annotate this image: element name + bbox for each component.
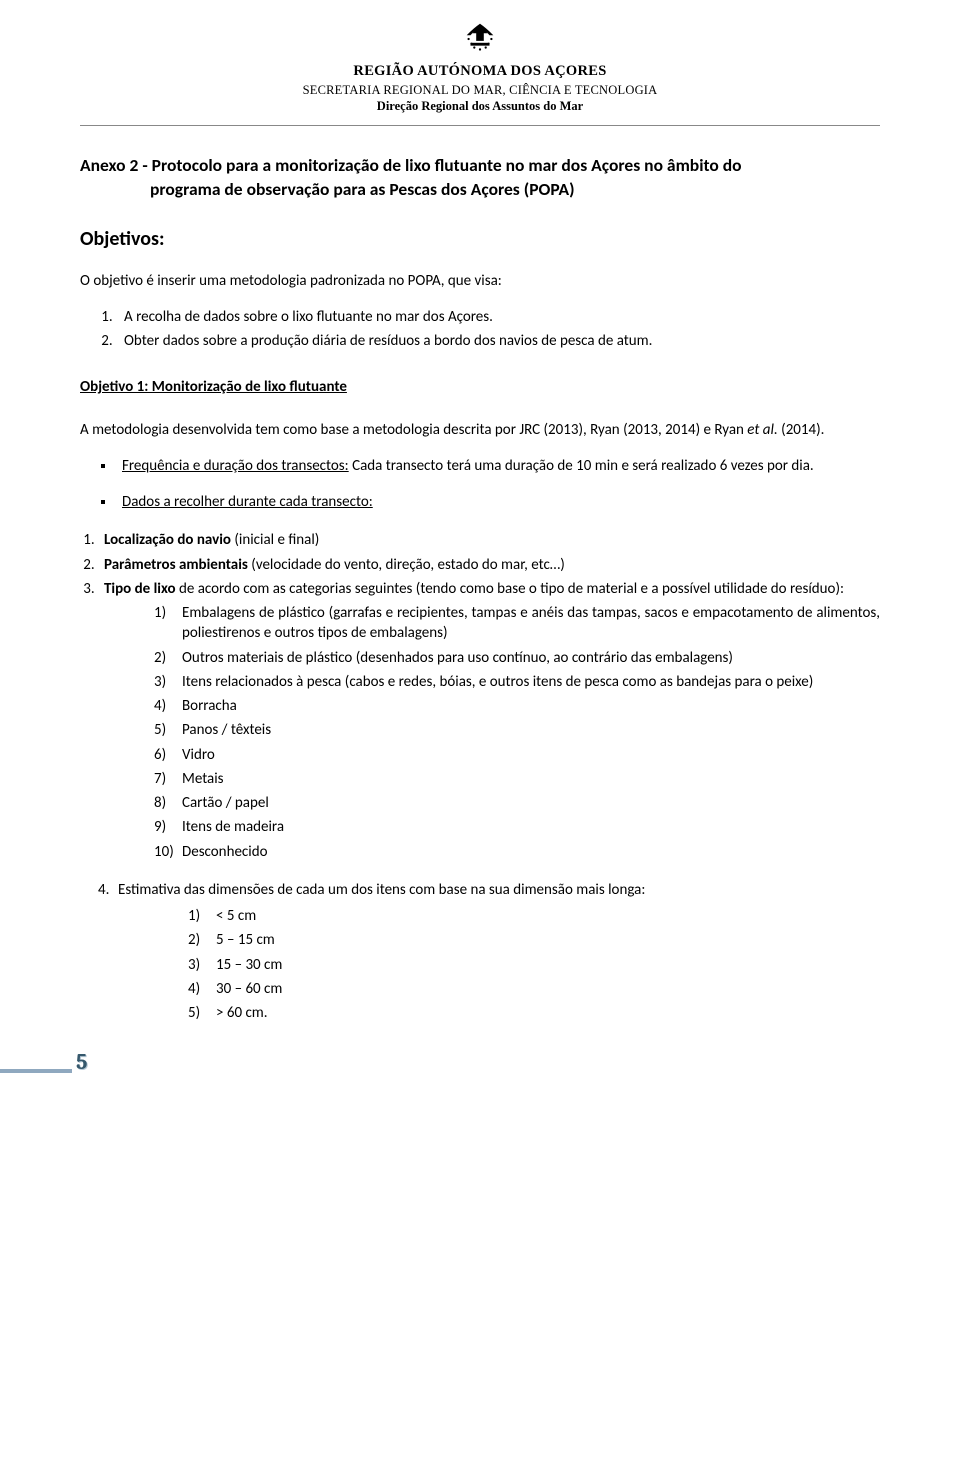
sublist-bold: Metais (182, 770, 224, 788)
dim-item: 2) 5 – 15 cm (188, 930, 880, 950)
header-region: REGIÃO AUTÓNOMA DOS AÇORES (80, 62, 880, 82)
obj1-text-pre: A metodologia desenvolvida tem como base… (80, 421, 747, 439)
obj1-text-post: (2014). (778, 421, 825, 439)
bullet-frequencia-text: Cada transecto terá uma duração de 10 mi… (349, 457, 814, 475)
tipo-lixo-sublist: 1)Embalagens de plástico (garrafas e rec… (154, 603, 880, 862)
dados-main-list: Localização do navio (inicial e final) P… (98, 530, 880, 862)
main-item-4: Estimativa das dimensões de cada um dos … (98, 880, 880, 1024)
bullet-list: Frequência e duração dos transectos: Cad… (116, 456, 880, 513)
sublist-item: 2) Outros materiais de plástico (desenhad… (154, 648, 880, 668)
title-line-1: Anexo 2 - Protocolo para a monitorização… (80, 154, 880, 178)
sublist-item: 3) Itens relacionados à pesca (cabos e re… (154, 672, 880, 692)
main-item-4-wrap: Estimativa das dimensões de cada um dos … (98, 880, 880, 1024)
main-item-4-text: Estimativa das dimensões de cada um dos … (118, 881, 645, 899)
objetivo-item-2: Obter dados sobre a produção diária de r… (116, 331, 880, 351)
sublist-num: 3) (154, 672, 166, 692)
footer-accent-bar (0, 1069, 72, 1073)
bullet-frequencia-label: Frequência e duração dos transectos: (122, 457, 349, 475)
objetivo-1-paragraph: A metodologia desenvolvida tem como base… (80, 420, 880, 440)
main-item-1-bold: Localização do navio (104, 531, 231, 549)
letterhead-header: REGIÃO AUTÓNOMA DOS AÇORES SECRETARIA RE… (80, 20, 880, 115)
sublist-num: 9) (154, 817, 166, 837)
main-item-1-rest: (inicial e final) (231, 531, 319, 549)
main-item-2-rest: (velocidade do vento, direção, estado do… (248, 556, 565, 574)
sublist-num: 10) (154, 842, 174, 862)
sublist-bold: Desconhecido (182, 843, 268, 861)
main-item-2-bold: Parâmetros ambientais (104, 556, 248, 574)
sublist-bold: Itens de madeira (182, 818, 284, 836)
dim-text: 5 – 15 cm (216, 931, 275, 949)
sublist-item: 8) Cartão / papel (154, 793, 880, 813)
main-item-3-bold: Tipo de lixo (104, 580, 176, 598)
sublist-item: 6) Vidro (154, 745, 880, 765)
objetivo-item-1: A recolha de dados sobre o lixo flutuant… (116, 307, 880, 327)
sublist-bold: Itens relacionados à pesca (182, 673, 341, 691)
sublist-bold: Vidro (182, 746, 215, 764)
sublist-num: 4) (154, 696, 166, 716)
objetivos-heading: Objetivos: (80, 226, 880, 253)
bullet-dados-label: Dados a recolher durante cada transecto: (122, 493, 373, 511)
sublist-item: 5) Panos / têxteis (154, 720, 880, 740)
sublist-rest: (desenhados para uso contínuo, ao contrá… (352, 649, 733, 667)
emblem-icon (461, 20, 499, 58)
main-item-2: Parâmetros ambientais (velocidade do ven… (98, 555, 880, 575)
sublist-num: 1) (154, 603, 166, 623)
objetivos-intro: O objetivo é inserir uma metodologia pad… (80, 271, 880, 291)
dim-item: 1) < 5 cm (188, 906, 880, 926)
dim-item: 5) > 60 cm. (188, 1003, 880, 1023)
sublist-bold: Panos / têxteis (182, 721, 271, 739)
sublist-item: 1)Embalagens de plástico (garrafas e rec… (154, 603, 880, 644)
sublist-item: 7) Metais (154, 769, 880, 789)
dim-text: < 5 cm (216, 907, 256, 925)
objetivos-numbered-list: A recolha de dados sobre o lixo flutuant… (116, 307, 880, 352)
dim-text: > 60 cm. (216, 1004, 268, 1022)
dim-num: 4) (188, 979, 200, 999)
dim-num: 2) (188, 930, 200, 950)
sublist-item: 4) Borracha (154, 696, 880, 716)
sublist-bold: Embalagens de plástico (182, 604, 325, 622)
header-direcao: Direção Regional dos Assuntos do Mar (80, 98, 880, 115)
dim-text: 30 – 60 cm (216, 980, 282, 998)
dim-text: 15 – 30 cm (216, 956, 282, 974)
sublist-rest: (cabos e redes, bóias, e outros itens de… (341, 673, 813, 691)
page-number: 5 (76, 1048, 87, 1078)
main-item-3: Tipo de lixo de acordo com as categorias… (98, 579, 880, 862)
sublist-item: 10) Desconhecido (154, 842, 880, 862)
sublist-item: 9) Itens de madeira (154, 817, 880, 837)
sublist-bold: Outros materiais de plástico (182, 649, 352, 667)
bullet-frequencia: Frequência e duração dos transectos: Cad… (116, 456, 880, 476)
obj1-text-italic: et al. (747, 421, 777, 439)
main-item-3-rest: de acordo com as categorias seguintes (t… (176, 580, 844, 598)
sublist-num: 8) (154, 793, 166, 813)
dim-num: 3) (188, 955, 200, 975)
sublist-num: 2) (154, 648, 166, 668)
main-item-1: Localização do navio (inicial e final) (98, 530, 880, 550)
sublist-bold: Cartão / papel (182, 794, 269, 812)
page-footer: 5 (80, 1043, 880, 1073)
dim-num: 1) (188, 906, 200, 926)
dim-num: 5) (188, 1003, 200, 1023)
dim-item: 4) 30 – 60 cm (188, 979, 880, 999)
objetivo-1-heading: Objetivo 1: Monitorização de lixo flutua… (80, 377, 880, 397)
sublist-num: 5) (154, 720, 166, 740)
header-rule (80, 125, 880, 126)
header-secretaria: SECRETARIA REGIONAL DO MAR, CIÊNCIA E TE… (80, 82, 880, 99)
sublist-num: 6) (154, 745, 166, 765)
sublist-bold: Borracha (182, 697, 237, 715)
title-line-2: programa de observação para as Pescas do… (80, 178, 880, 202)
bullet-dados: Dados a recolher durante cada transecto: (116, 492, 880, 512)
dim-item: 3) 15 – 30 cm (188, 955, 880, 975)
sublist-num: 7) (154, 769, 166, 789)
dimensoes-sublist: 1) < 5 cm 2) 5 – 15 cm 3) 15 – 30 cm 4) 30 –… (188, 906, 880, 1023)
document-title: Anexo 2 - Protocolo para a monitorização… (80, 154, 880, 201)
